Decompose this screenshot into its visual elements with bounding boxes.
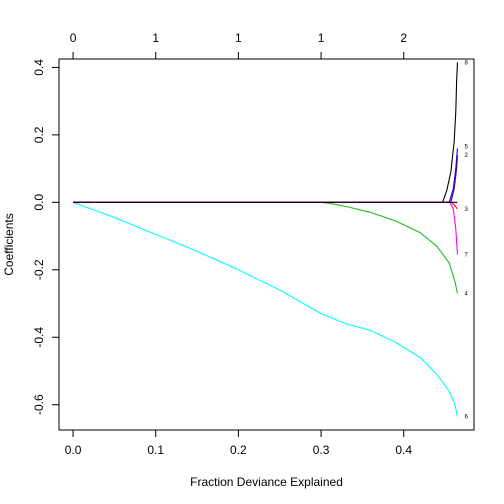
- top-tick-label: 1: [235, 31, 242, 45]
- x-tick-label: 0.2: [230, 443, 247, 457]
- top-axis: 0 1 1 1 2: [70, 31, 407, 60]
- series-line-4: [73, 201, 459, 294]
- top-tick-label: 1: [318, 31, 325, 45]
- y-axis: 0.4 0.2 0.0 -0.2 -0.4 -0.6: [32, 59, 60, 415]
- series-end-labels: 8 5 2 3 7 4 6: [464, 60, 468, 420]
- top-tick-label: 1: [152, 31, 159, 45]
- y-axis-title: Coefficients: [2, 213, 16, 275]
- x-tick-label: 0.3: [313, 443, 330, 457]
- y-tick-label: 0.0: [32, 194, 46, 211]
- series-end-label: 3: [464, 207, 468, 213]
- series-end-label: 5: [464, 145, 468, 151]
- x-tick-label: 0.4: [395, 443, 412, 457]
- top-tick-label: 0: [70, 31, 77, 45]
- series-line-6: [72, 201, 459, 417]
- x-tick-label: 0.1: [147, 443, 164, 457]
- y-tick-label: -0.6: [32, 394, 46, 415]
- series-layer: [72, 62, 459, 417]
- series-line-2: [73, 155, 459, 203]
- series-line-7: [73, 201, 459, 255]
- series-end-label: 6: [464, 415, 468, 421]
- y-tick-label: -0.2: [32, 259, 46, 280]
- series-end-label: 2: [464, 153, 468, 159]
- series-line-5: [73, 148, 459, 203]
- x-axis-title: Fraction Deviance Explained: [190, 475, 343, 489]
- y-tick-label: 0.2: [32, 126, 46, 143]
- series-end-label: 8: [464, 60, 468, 66]
- series-end-label: 7: [464, 253, 468, 259]
- top-tick-label: 2: [400, 31, 407, 45]
- y-tick-label: 0.4: [32, 59, 46, 76]
- x-axis: 0.0 0.1 0.2 0.3 0.4: [65, 429, 412, 457]
- series-end-label: 4: [464, 291, 468, 297]
- plot-region: [58, 58, 475, 431]
- series-line-3: [73, 201, 458, 210]
- series-line-8: [73, 62, 459, 203]
- x-tick-label: 0.0: [65, 443, 82, 457]
- y-tick-label: -0.4: [32, 327, 46, 348]
